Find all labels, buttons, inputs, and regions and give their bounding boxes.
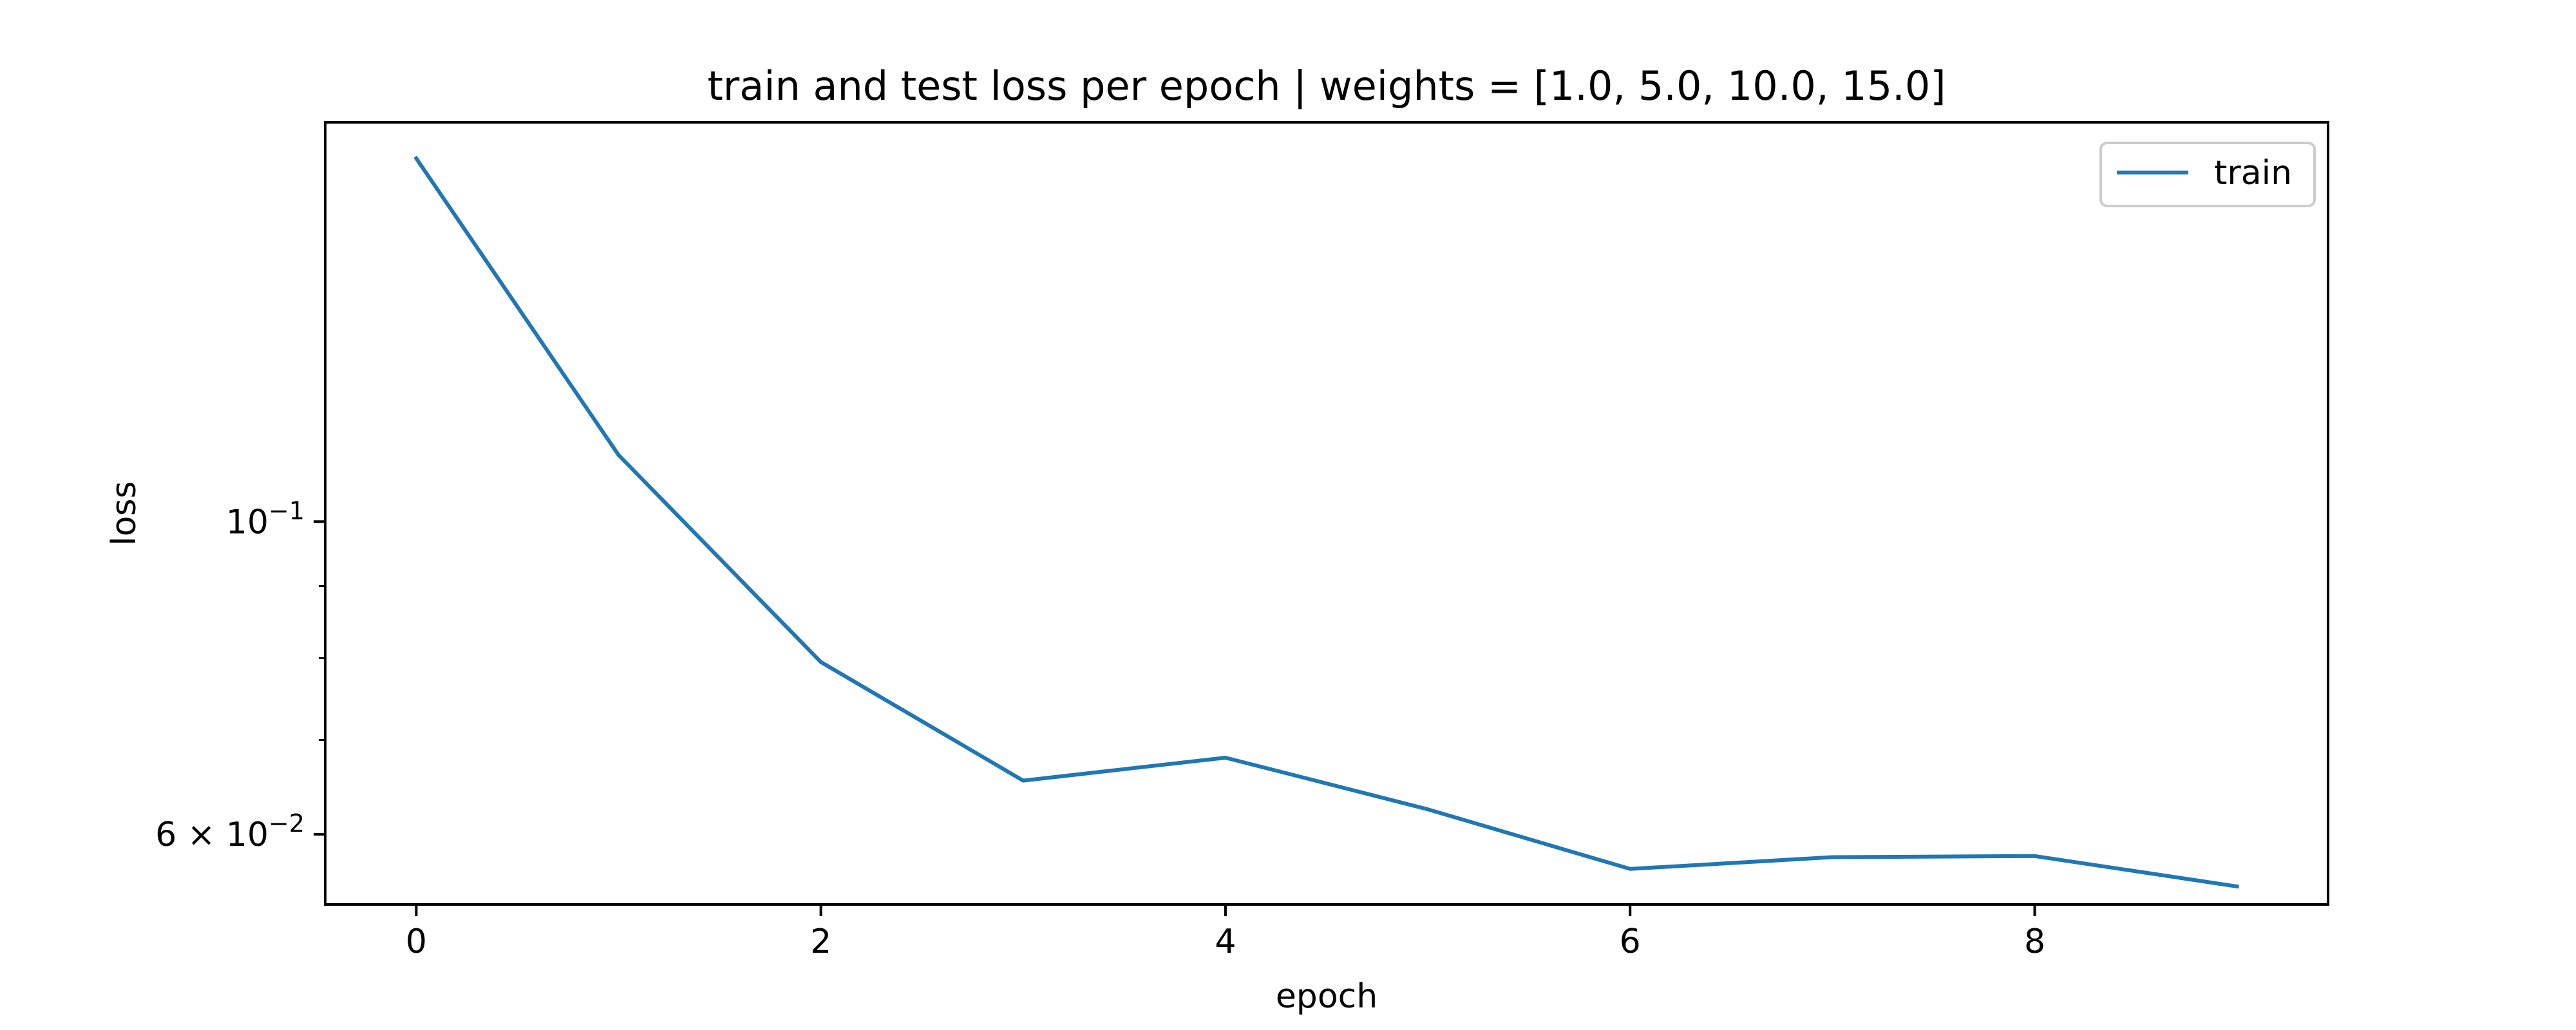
- x-tick-label: 2: [810, 922, 831, 961]
- y-tick-label: 10−1: [226, 496, 305, 541]
- x-axis: 0 2 4 6 8: [406, 904, 2045, 961]
- x-tick-label: 0: [406, 922, 427, 961]
- y-axis: 10−1 6 × 10−2: [155, 496, 325, 854]
- x-axis-label: epoch: [1276, 977, 1378, 1016]
- series-layer: [413, 155, 2240, 889]
- legend-label-train: train: [2214, 154, 2292, 192]
- x-tick-label: 6: [1620, 922, 1641, 961]
- legend-box: [2099, 142, 2316, 207]
- chart-title: train and test loss per epoch | weights …: [707, 62, 1946, 110]
- legend: train: [2099, 142, 2316, 207]
- x-tick-label: 8: [2024, 922, 2045, 961]
- x-tick-label: 4: [1215, 922, 1236, 961]
- series-line-train: [413, 155, 2240, 889]
- y-tick-label: 6 × 10−2: [155, 809, 305, 854]
- y-axis-label: loss: [105, 481, 144, 545]
- plot-area-frame: [324, 121, 2329, 906]
